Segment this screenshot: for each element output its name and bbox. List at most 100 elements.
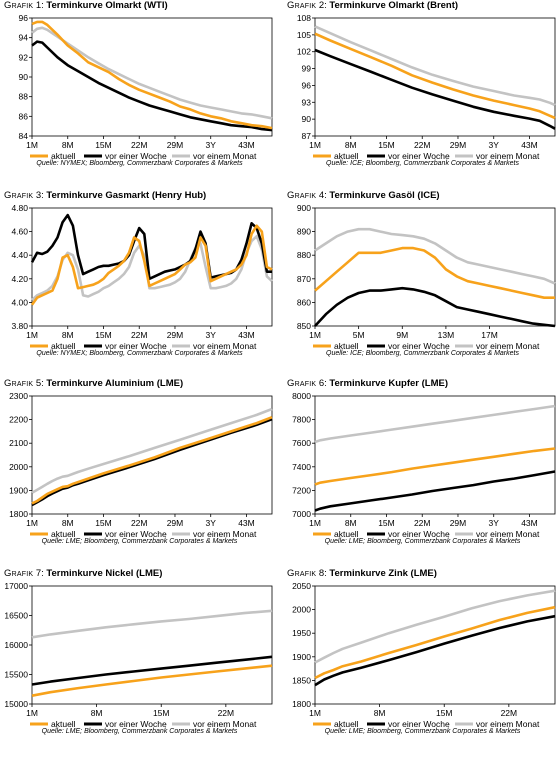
chart-svg: 1800 1900 2000 2100 2200 2300 1M 8M 15M 22M 29M 3Y 4… [9, 391, 273, 539]
chart-svg: 84 86 88 90 92 94 96 1M 8M 15M 22M 29M 3Y 43M aktuell v… [19, 13, 273, 161]
y-tick-label: 850 [297, 321, 311, 331]
x-tick-label: 15M [95, 518, 112, 528]
chart-label-prefix: Grafik [4, 568, 34, 579]
y-tick-label: 4.20 [11, 274, 28, 284]
y-tick-label: 870 [297, 274, 311, 284]
x-tick-label: 9M [396, 330, 408, 340]
x-tick-label: 8M [62, 330, 74, 340]
chart-title: Grafik 1: Terminkurve Olmarkt (WTI) [4, 0, 168, 11]
y-tick-label: 890 [297, 227, 311, 237]
y-tick-label: 4.60 [11, 227, 28, 237]
y-tick-label: 90 [19, 72, 29, 82]
x-tick-label: 43M [238, 518, 255, 528]
chart-number: 5: [35, 378, 47, 389]
chart-source: Quelle: ICE; Bloomberg, Commerzbank Corp… [326, 350, 519, 357]
x-tick-label: 29M [450, 140, 467, 150]
chart-source: Quelle: NYMEX; Bloomberg, Commerzbank Co… [36, 160, 243, 167]
y-tick-label: 7600 [292, 438, 311, 448]
chart-source: Quelle: ICE; Bloomberg, Commerzbank Corp… [326, 160, 519, 167]
y-tick-label: 7200 [292, 485, 311, 495]
chart-label-prefix: Grafik [4, 190, 34, 201]
x-tick-label: 15M [95, 330, 112, 340]
series-line-week [314, 286, 556, 328]
chart-source: Quelle: NYMEX; Bloomberg, Commerzbank Co… [36, 350, 243, 357]
chart-svg: 7000 7200 7400 7600 7800 8000 1M 8M 15M 22M 29M 3Y 4… [292, 391, 556, 539]
x-tick-label: 17M [481, 330, 498, 340]
plot-frame [314, 207, 556, 327]
x-tick-label: 15M [378, 140, 395, 150]
series-line-week [31, 655, 273, 686]
y-tick-label: 1900 [9, 485, 28, 495]
x-tick-label: 1M [26, 518, 38, 528]
x-tick-label: 8M [91, 708, 103, 718]
chart-title: Grafik 3: Terminkurve Gasmarkt (Henry Hu… [4, 190, 206, 201]
plot-frame [31, 585, 273, 705]
chart-svg: 15000 15500 16000 16500 17000 1M 8M 15M 22M aktue… [4, 581, 273, 729]
y-tick-label: 1800 [292, 699, 311, 709]
legend-label-aktuell: aktuell [51, 151, 76, 161]
y-tick-label: 84 [19, 131, 29, 141]
y-tick-label: 8000 [292, 391, 311, 401]
y-tick-label: 17000 [4, 581, 28, 591]
y-tick-label: 2100 [9, 438, 28, 448]
series-line-month [31, 609, 273, 639]
x-tick-label: 43M [521, 518, 538, 528]
chart-svg: 1800 1850 1900 1950 2000 2050 1M 8M 15M 22M aktuel… [292, 581, 556, 729]
plot-frame [314, 395, 556, 515]
chart-svg: 87 90 93 96 99 102 105 108 1M 8M 15M 22M 29M 3Y 43M akt… [297, 13, 556, 161]
x-tick-label: 8M [345, 518, 357, 528]
x-tick-label: 13M [438, 330, 455, 340]
x-tick-label: 15M [153, 708, 170, 718]
y-tick-label: 16000 [4, 640, 28, 650]
x-tick-label: 3Y [206, 140, 217, 150]
x-tick-label: 5M [353, 330, 365, 340]
chart-title: Grafik 2: Terminkurve Olmarkt (Brent) [287, 0, 458, 11]
series-line-aktuell [314, 32, 556, 120]
y-tick-label: 92 [19, 52, 29, 62]
y-tick-label: 2200 [9, 415, 28, 425]
x-tick-label: 22M [131, 518, 148, 528]
y-tick-label: 105 [297, 30, 311, 40]
x-tick-label: 1M [309, 518, 321, 528]
chart-title-text: Terminkurve Aluminium (LME) [46, 378, 184, 389]
x-tick-label: 3Y [206, 518, 217, 528]
legend-label-week: vor einer Woche [105, 151, 167, 161]
chart-source: Quelle: LME; Bloomberg, Commerzbank Corp… [41, 728, 238, 735]
chart-panel-4: Grafik 4: Terminkurve Gasöl (ICE) 850 860 8… [285, 190, 560, 378]
x-tick-label: 3Y [206, 330, 217, 340]
series-line-week [31, 40, 273, 132]
legend-label-month: vor einem Monat [476, 151, 540, 161]
x-tick-label: 22M [501, 708, 518, 718]
x-tick-label: 15M [436, 708, 453, 718]
y-tick-label: 880 [297, 250, 311, 260]
chart-number: 1: [35, 0, 47, 11]
series-line-aktuell [30, 224, 273, 306]
plot-frame [314, 17, 556, 137]
y-tick-label: 3.80 [11, 321, 28, 331]
y-tick-label: 1950 [292, 628, 311, 638]
series-line-aktuell [314, 447, 556, 486]
x-tick-label: 8M [62, 518, 74, 528]
y-tick-label: 2300 [9, 391, 28, 401]
chart-label-prefix: Grafik [287, 378, 317, 389]
x-tick-label: 43M [521, 140, 538, 150]
chart-panel-1: Grafik 1: Terminkurve Olmarkt (WTI) 84 86 8… [2, 0, 277, 188]
chart-title-text: Terminkurve Olmarkt (WTI) [46, 0, 168, 11]
chart-source: Quelle: LME; Bloomberg, Commerzbank Corp… [324, 728, 521, 735]
legend-label-month: vor einem Monat [476, 529, 540, 539]
y-tick-label: 4.00 [11, 297, 28, 307]
legend-label-week: vor einer Woche [388, 529, 450, 539]
y-tick-label: 94 [19, 33, 29, 43]
series-line-month [314, 227, 556, 285]
y-tick-label: 7400 [292, 462, 311, 472]
plot-frame [31, 395, 273, 515]
series-line-month [314, 589, 556, 664]
x-tick-label: 1M [26, 330, 38, 340]
plot-frame [314, 585, 556, 705]
chart-title: Grafik 4: Terminkurve Gasöl (ICE) [287, 190, 440, 201]
chart-title-text: Terminkurve Kupfer (LME) [329, 378, 449, 389]
series-line-month [31, 26, 273, 120]
y-tick-label: 88 [19, 92, 29, 102]
chart-number: 8: [318, 568, 330, 579]
chart-title: Grafik 6: Terminkurve Kupfer (LME) [287, 378, 448, 389]
